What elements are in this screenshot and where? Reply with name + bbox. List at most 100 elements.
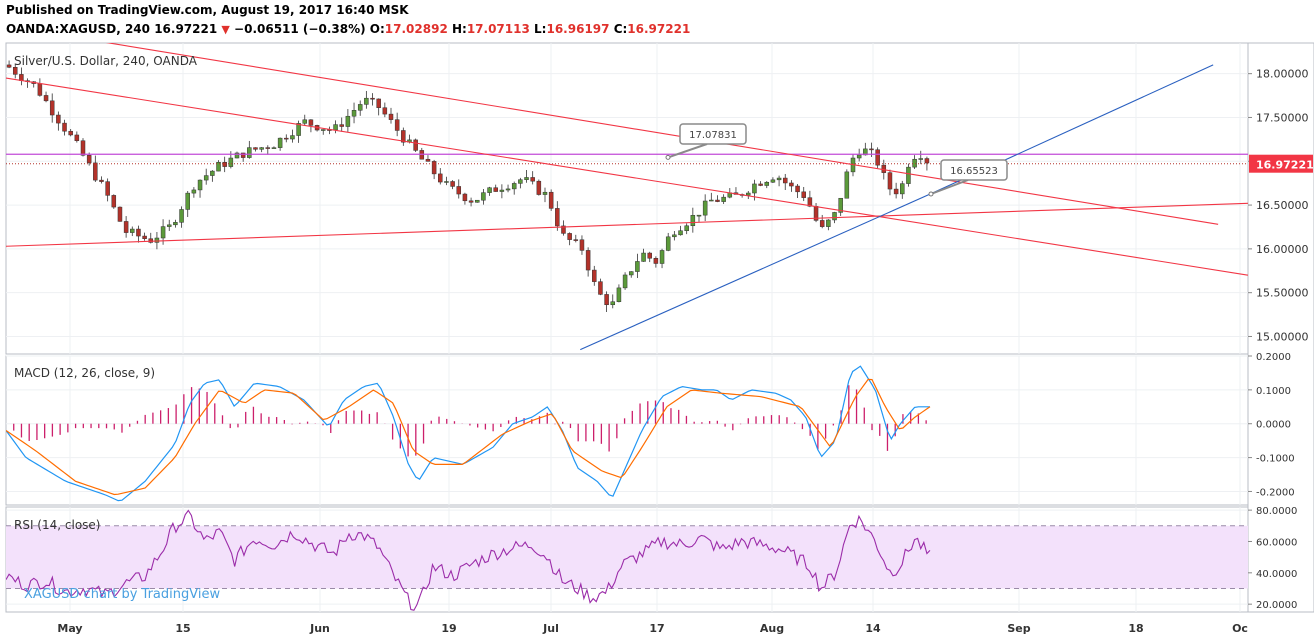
candle-up [296,123,301,136]
last-price-badge-text: 16.97221 [1256,159,1314,172]
candle-up [511,183,517,190]
candle-down [56,114,61,124]
y-tick-label: -0.1000 [1256,454,1295,465]
candle-down [893,188,899,195]
candle-down [382,107,388,115]
candle-down [265,147,271,149]
candle-up [259,147,264,150]
last-price-badge [1249,154,1313,173]
red-trendline[interactable] [56,34,1219,225]
y-tick-label: 16.00000 [1256,243,1309,256]
x-tick-label: May [57,622,82,635]
red-trendline[interactable] [6,77,1248,276]
candle-down [370,97,375,100]
candle-up [130,228,135,233]
down-arrow-icon: ▼ [221,23,230,36]
y-tick-label: 15.00000 [1256,330,1309,343]
candle-down [604,294,609,306]
candle-up [234,152,240,159]
candle-down [536,180,542,195]
candle-down [758,183,763,186]
callout-17078-anchor [665,154,671,160]
candle-down [647,252,652,259]
candle-down [456,186,462,195]
candle-up [776,177,782,181]
y-tick-label: 40.0000 [1256,569,1297,580]
symbol-line: OANDA:XAGUSD, 240 16.97221 ▼ −0.06511 (−… [6,22,690,36]
x-tick-label: Oc [1232,622,1248,635]
callout-17078-box[interactable] [679,123,747,145]
symbol: OANDA:XAGUSD, 240 [6,22,150,36]
candle-down [598,281,603,295]
candle-up [320,129,326,131]
candle-down [80,140,86,156]
x-tick-label: 14 [865,622,881,635]
candle-up [616,287,622,302]
close-label: C: [613,22,628,36]
y-tick-label: 16.50000 [1256,199,1309,212]
candle-up [160,226,166,239]
candle-up [505,188,511,191]
red-trendline[interactable] [6,202,1248,247]
candle-up [863,148,868,156]
candle-up [746,192,751,196]
candle-down [388,113,394,120]
candle-up [271,147,277,149]
high-label: H: [451,22,467,36]
candle-down [887,172,893,190]
high-value: 17.07113 [466,22,530,36]
candle-up [628,271,634,276]
candle-down [99,179,104,182]
price-pane-title: Silver/U.S. Dollar, 240, OANDA [14,54,198,68]
candle-down [585,250,591,271]
y-tick-label: 18.00000 [1256,68,1309,81]
candle-up [918,158,924,160]
x-tick-label: 18 [1128,622,1143,635]
candle-up [690,215,696,227]
callout-17078-pointer [667,143,708,159]
y-tick-label: 20.0000 [1256,600,1297,611]
candle-down [62,122,67,132]
candle-down [142,235,147,239]
candle-up [844,171,850,199]
candle-up [524,177,529,180]
tradingview-watermark[interactable]: XAGUSD chart by TradingView [24,587,220,602]
candle-up [665,236,671,251]
candle-down [592,269,597,282]
candle-up [826,219,831,227]
blue-trendline[interactable] [580,191,936,351]
candle-up [302,119,308,124]
macd-series-line [6,365,930,502]
candle-down [136,228,141,237]
x-tick-label: 19 [441,622,456,635]
candle-up [702,200,708,216]
price-axis-frame [1247,42,1314,613]
candle-down [807,197,813,207]
candle-down [148,238,154,243]
callout-16655-box[interactable] [940,159,1008,181]
candle-down [111,195,117,208]
candle-up [856,154,862,159]
candle-down [401,130,406,143]
candle-up [216,162,221,172]
candle-down [74,134,80,141]
candle-up [290,135,295,140]
candle-up [709,199,714,202]
candle-up [191,189,197,194]
candle-down [450,181,455,187]
callout-17078-text: 17.07831 [689,130,737,141]
candle-up [770,179,776,183]
candle-down [530,177,535,182]
x-tick-label: 17 [649,622,664,635]
x-tick-label: 15 [175,622,190,635]
candle-up [542,191,548,195]
candle-down [819,220,825,227]
y-tick-label: 0.0000 [1256,420,1291,431]
y-tick-label: 0.2000 [1256,352,1291,363]
candle-up [179,209,184,223]
close-value: 16.97221 [627,22,691,36]
candle-down [253,147,258,150]
candle-down [795,185,800,193]
candle-down [462,193,468,202]
